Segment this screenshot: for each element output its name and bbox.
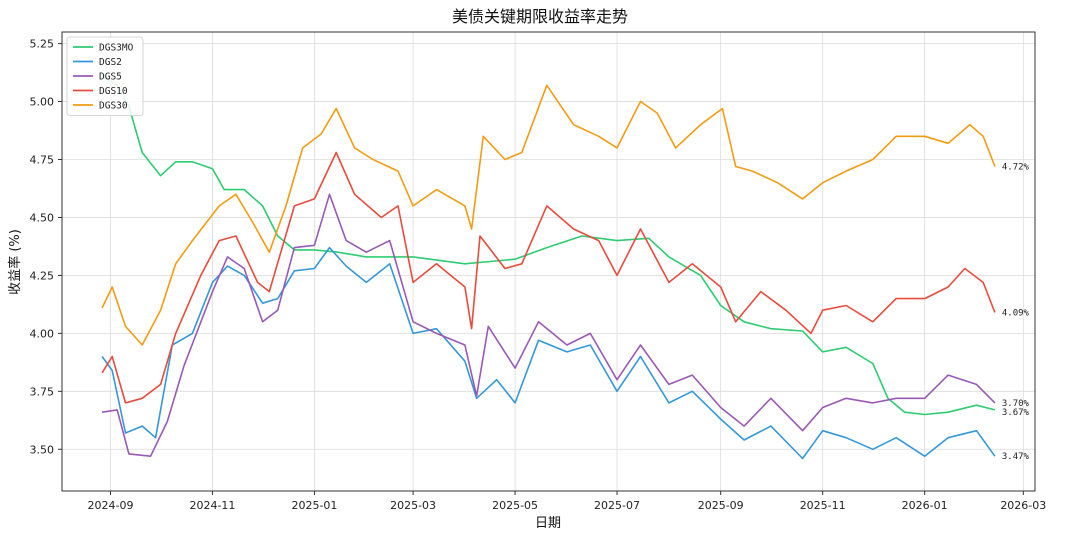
series-lines: [101, 75, 996, 460]
series-line-dgs2: [101, 246, 996, 460]
y-tick-label: 4.75: [30, 154, 55, 167]
legend-label: DGS5: [99, 72, 122, 83]
y-tick-label: 3.75: [30, 385, 55, 398]
x-tick-label: 2025-07: [594, 499, 640, 512]
end-labels: 4.72% 4.09% 3.70%3.67% 3.47%: [1002, 162, 1030, 462]
x-tick-label: 2024-09: [87, 499, 133, 512]
legend: DGS3MO DGS2 DGS5 DGS10 DGS30: [66, 36, 144, 116]
x-tick-label: 2025-01: [291, 499, 337, 512]
y-tick-label: 4.25: [30, 269, 55, 282]
y-axis-title: 收益率 (%): [7, 229, 23, 295]
legend-label: DGS2: [99, 57, 122, 68]
y-tick-label: 5.00: [30, 96, 55, 109]
x-tick-label: 2025-05: [492, 499, 538, 512]
x-tick-label: 2025-03: [390, 499, 436, 512]
y-tick-label: 3.50: [30, 443, 55, 456]
x-axis-title: 日期: [535, 516, 561, 531]
y-tick-label: 4.50: [30, 211, 55, 224]
series-line-dgs10: [101, 151, 996, 404]
y-tick-label: 4.00: [30, 327, 55, 340]
x-tick-label: 2026-01: [902, 499, 948, 512]
x-tick-label: 2024-11: [189, 499, 235, 512]
end-value-label: 3.70%: [1002, 399, 1030, 409]
plot-frame: [61, 31, 1036, 492]
x-tick-label: 2025-09: [698, 499, 744, 512]
legend-label: DGS10: [99, 86, 128, 97]
end-value-label: 3.47%: [1002, 452, 1030, 462]
series-line-dgs3mo: [101, 75, 996, 416]
end-value-label: 4.72%: [1002, 162, 1030, 172]
series-line-dgs30: [101, 84, 996, 346]
x-tick-label: 2025-11: [800, 499, 846, 512]
y-tick-label: 5.25: [30, 38, 55, 51]
series-line-dgs5: [101, 193, 996, 458]
end-value-label: 4.09%: [1002, 309, 1030, 319]
legend-box: [66, 36, 144, 116]
end-value-label: 3.67%: [1002, 408, 1030, 418]
axes: 3.50 3.75 4.00 4.25 4.50 4.75 5.00 5.25 2024-09 2…: [30, 38, 1047, 512]
x-tick-label: 2026-03: [1000, 499, 1046, 512]
legend-label: DGS30: [99, 101, 128, 112]
legend-label: DGS3MO: [99, 43, 134, 54]
grid-lines: [62, 32, 1035, 491]
chart-title: 美债关键期限收益率走势: [452, 7, 628, 26]
